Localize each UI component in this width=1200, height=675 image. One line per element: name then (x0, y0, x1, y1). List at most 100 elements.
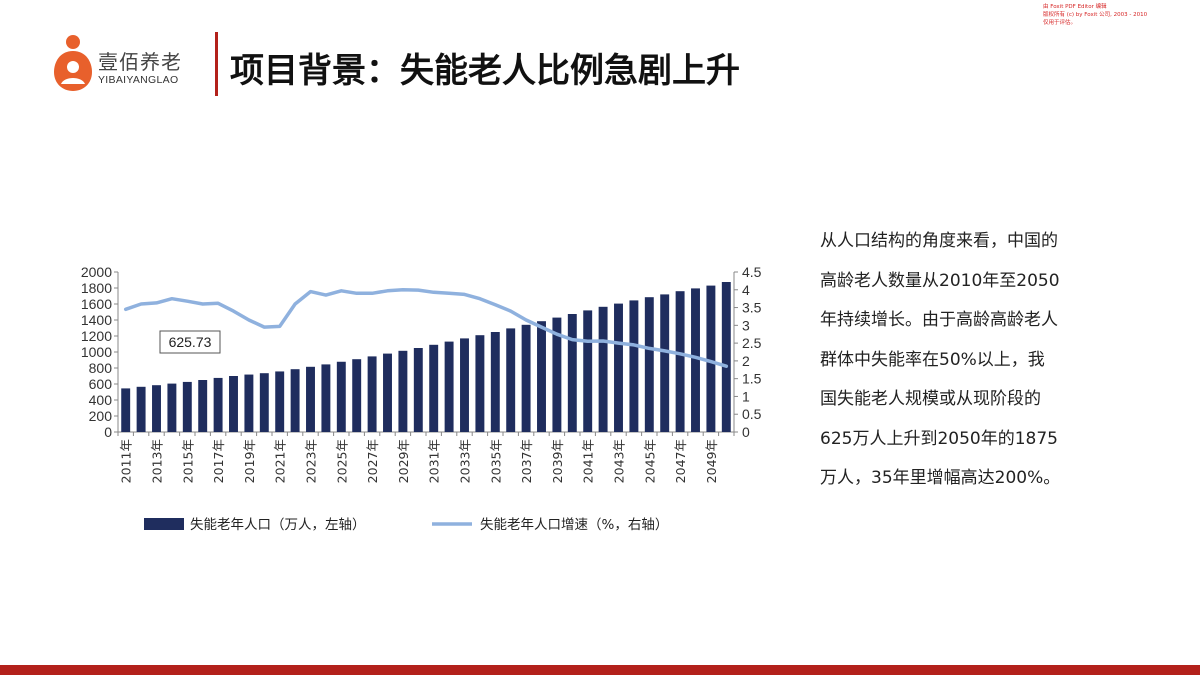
chart-bar (213, 377, 223, 432)
x-tick-label: 2023年 (304, 439, 319, 483)
left-tick-label: 0 (104, 424, 112, 440)
chart-bar (567, 314, 577, 432)
page-title: 项目背景：失能老人比例急剧上升 (230, 51, 740, 91)
chart-bar (383, 353, 392, 432)
watermark: 由 Foxit PDF Editor 编辑 版权所有 (c) by Foxit … (1043, 3, 1193, 27)
chart-bar (398, 350, 408, 432)
annotation-label: 625.73 (169, 334, 212, 350)
left-tick-label: 400 (89, 392, 113, 408)
annotation-box (159, 330, 221, 354)
x-tick-label: 2025年 (334, 439, 349, 483)
chart-bar (136, 386, 146, 432)
logo-person-icon (54, 35, 92, 91)
x-tick-label: 2031年 (427, 439, 442, 483)
right-tick-label: 1 (742, 388, 750, 404)
right-tick-label: 4 (742, 282, 750, 298)
right-tick-label: 2 (742, 353, 750, 369)
left-tick-label: 1800 (81, 280, 112, 296)
logo: 壹佰养老 YIBAIYANGLAO (52, 34, 202, 94)
x-tick-label: 2035年 (488, 439, 503, 483)
chart-bar (321, 364, 331, 432)
description-line: 从人口结构的角度来看，中国的 (820, 231, 1058, 251)
x-tick-label: 2013年 (150, 439, 165, 483)
logo-subtitle: YIBAIYANGLAO (98, 74, 179, 86)
x-tick-label: 2011年 (119, 439, 134, 483)
left-tick-label: 800 (89, 360, 113, 376)
description-line: 高龄老人数量从2010年至2050 (820, 270, 1060, 291)
legend-line-label: 失能老年人口增速（%，右轴） (480, 517, 668, 533)
description-text: 从人口结构的角度来看，中国的 高龄老人数量从2010年至2050 年持续增长。由于高… (820, 222, 1120, 499)
chart-bar (444, 341, 454, 432)
right-tick-label: 3.5 (742, 300, 762, 316)
watermark-line-3: 仅用于评估。 (1043, 20, 1077, 26)
x-tick-label: 2015年 (180, 439, 195, 483)
growth-rate-line (123, 288, 729, 368)
left-tick-label: 200 (89, 408, 113, 424)
left-tick-label: 1600 (81, 296, 112, 312)
right-tick-label: 2.5 (742, 335, 762, 351)
x-tick-label: 2019年 (242, 439, 257, 483)
x-tick-label: 2039年 (550, 439, 565, 483)
chart-bar (367, 356, 377, 432)
description-line: 国失能老人规模或从现阶段的 (820, 389, 1041, 409)
chart-bar (691, 288, 700, 432)
chart-bar (336, 361, 346, 432)
title-divider (215, 32, 218, 96)
description-line: 万人，35年里增幅高达200%。 (820, 468, 1061, 488)
x-tick-label: 2029年 (396, 439, 411, 483)
chart-bar (259, 373, 269, 432)
chart-bar (352, 359, 362, 432)
chart-bar (490, 332, 500, 432)
x-tick-label: 2017年 (211, 439, 226, 483)
legend-bar-swatch (144, 518, 184, 530)
x-tick-label: 2043年 (612, 439, 627, 483)
description-line: 625万人上升到2050年的1875 (820, 428, 1058, 449)
description-line: 群体中失能率在50%以上，我 (820, 349, 1045, 370)
chart-bar (506, 328, 516, 432)
x-tick-label: 2049年 (704, 439, 719, 483)
description-line: 年持续增长。由于高龄高龄老人 (820, 310, 1058, 330)
chart-bar (660, 294, 670, 432)
logo-brand: 壹佰养老 (98, 50, 182, 74)
right-tick-label: 3 (742, 317, 750, 333)
chart-bar (644, 297, 654, 432)
chart-bar (229, 376, 238, 432)
x-tick-label: 2041年 (581, 439, 596, 483)
chart-bar (614, 303, 623, 432)
x-tick-label: 2033年 (458, 439, 473, 483)
chart-bar (629, 300, 639, 432)
left-tick-label: 600 (89, 376, 113, 392)
chart-bar (537, 321, 546, 432)
x-tick-label: 2027年 (365, 439, 380, 483)
left-tick-label: 1200 (81, 328, 112, 344)
chart-bar (675, 291, 685, 432)
chart: 020040060080010001200140016001800200000.… (81, 264, 762, 533)
chart-bar (413, 348, 423, 432)
chart-bar (552, 317, 562, 432)
right-tick-label: 4.5 (742, 264, 762, 280)
chart-bar (706, 285, 716, 432)
chart-bar (306, 366, 315, 432)
chart-bar (152, 385, 161, 432)
chart-bar (275, 371, 285, 432)
right-tick-label: 0 (742, 424, 750, 440)
watermark-line-2: 版权所有 (c) by Foxit 公司, 2003 - 2010 (1043, 12, 1148, 18)
chart-bar (198, 380, 208, 432)
chart-bar (475, 335, 485, 432)
chart-bar (182, 381, 192, 432)
chart-bar (521, 324, 531, 432)
chart-bar (460, 338, 469, 432)
left-tick-label: 1400 (81, 312, 112, 328)
left-tick-label: 2000 (81, 264, 112, 280)
right-tick-label: 1.5 (742, 371, 762, 387)
left-tick-label: 1000 (81, 344, 112, 360)
chart-bar (244, 374, 254, 432)
x-tick-label: 2045年 (642, 439, 657, 483)
chart-bar (121, 388, 131, 432)
x-tick-label: 2047年 (673, 439, 688, 483)
chart-bar (167, 383, 177, 432)
x-tick-label: 2021年 (273, 439, 288, 483)
chart-bar (598, 306, 608, 432)
chart-bar (721, 282, 731, 432)
chart-bar (290, 369, 300, 432)
